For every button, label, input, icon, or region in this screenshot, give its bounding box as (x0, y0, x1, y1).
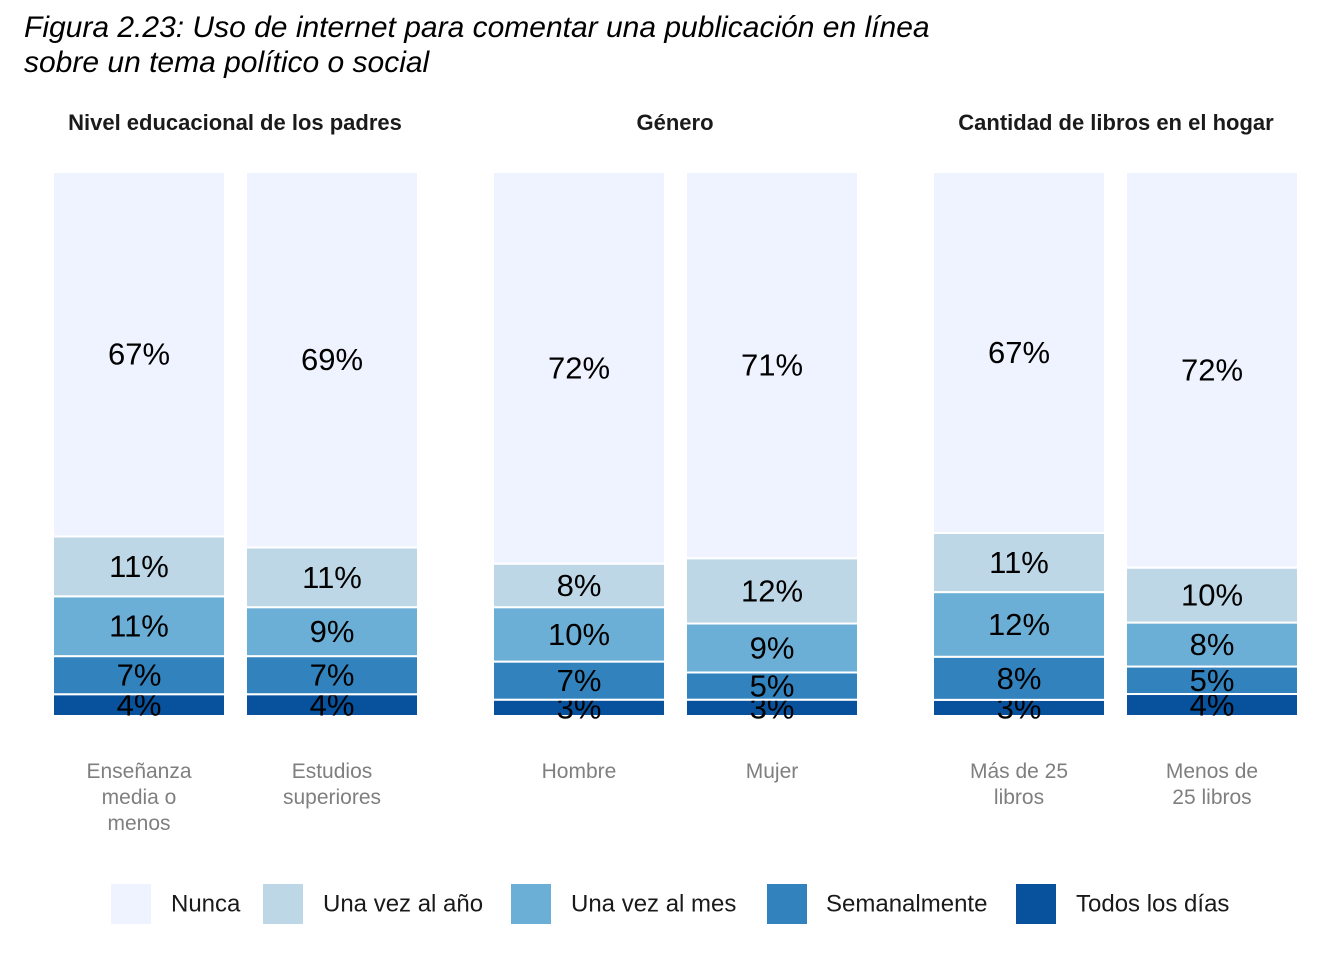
category-label-p2-b1-line1: Hombre (542, 760, 617, 783)
data-label-p3-b1-3: 12% (988, 607, 1050, 642)
bar-segment-p2-b2-2 (685, 671, 859, 701)
legend-label-4: Semanalmente (826, 891, 987, 918)
bar-segment-p3-b2-3 (1125, 621, 1299, 668)
legend-label-1: Nunca (171, 891, 241, 918)
data-label-p2-b2-2: 5% (750, 669, 795, 704)
data-label-p1-b1-2: 7% (117, 658, 162, 693)
legend-label-2: Una vez al año (323, 891, 483, 918)
legend-label-5: Todos los días (1076, 891, 1229, 918)
category-label-p2-b2-line1: Mujer (746, 760, 799, 783)
legend-swatch-4 (767, 884, 807, 924)
chart-title: Figura 2.23: Uso de internet para coment… (24, 10, 930, 80)
data-label-p1-b1-3: 11% (109, 609, 169, 644)
legend-swatch-3 (511, 884, 551, 924)
data-label-p2-b1-3: 10% (548, 617, 610, 652)
data-label-p2-b1-4: 8% (557, 568, 602, 603)
bar-segment-p2-b1-3 (492, 606, 666, 663)
bar-segment-p1-b2-3 (245, 606, 419, 658)
data-label-p3-b1-5: 67% (988, 335, 1050, 370)
category-label-p1-b2-line1: Estudios (292, 760, 373, 783)
bar-segment-p1-b1-2 (52, 655, 226, 696)
bar-segment-p1-b2-2 (245, 655, 419, 696)
panel-title-1: Nivel educacional de los padres (68, 110, 402, 135)
data-label-p3-b2-4: 10% (1181, 578, 1243, 613)
category-label-p3-b2-line1: Menos de (1166, 760, 1258, 783)
legend-swatch-2 (263, 884, 303, 924)
panel-title-2: Género (636, 110, 713, 135)
data-label-p1-b1-4: 11% (109, 549, 169, 584)
bar-segment-p2-b1-5 (492, 171, 666, 565)
bar-segment-p3-b2-5 (1125, 171, 1299, 569)
category-label-p3-b1-line2: libros (994, 786, 1044, 809)
legend-swatch-5 (1016, 884, 1056, 924)
data-label-p1-b2-4: 11% (302, 560, 362, 595)
data-label-p2-b2-5: 71% (741, 348, 803, 383)
data-label-p1-b2-2: 7% (310, 658, 355, 693)
data-label-p1-b1-5: 67% (108, 337, 170, 372)
data-label-p3-b2-3: 8% (1190, 627, 1235, 662)
bar-segment-p3-b1-5 (932, 171, 1106, 534)
category-label-p1-b1-line3: menos (107, 812, 170, 835)
data-label-p3-b1-2: 8% (997, 661, 1042, 696)
bar-segment-p2-b2-3 (685, 622, 859, 674)
category-label-p1-b1-line2: media o (102, 786, 177, 809)
bar-segment-p1-b1-5 (52, 171, 226, 538)
bar-segment-p3-b2-4 (1125, 566, 1299, 624)
data-label-p2-b2-3: 9% (750, 631, 795, 666)
bar-segment-p1-b2-5 (245, 171, 419, 549)
data-label-p3-b1-4: 11% (989, 545, 1049, 580)
legend-swatch-1 (111, 884, 151, 924)
category-label-p1-b2-line2: superiores (283, 786, 381, 809)
bar-segment-p1-b2-4 (245, 546, 419, 609)
bar-segment-p2-b1-2 (492, 660, 666, 701)
bar-segment-p2-b2-5 (685, 171, 859, 560)
chart-title-line-2: sobre un tema político o social (24, 46, 430, 79)
data-label-p3-b2-2: 5% (1190, 663, 1235, 698)
legend-label-3: Una vez al mes (571, 891, 736, 918)
bar-segment-p3-b1-4 (932, 531, 1106, 594)
category-label-p3-b1-line1: Más de 25 (970, 760, 1068, 783)
bar-segment-p3-b1-2 (932, 655, 1106, 701)
bar-segment-p2-b2-4 (685, 557, 859, 625)
data-label-p3-b2-5: 72% (1181, 352, 1243, 387)
data-label-p1-b2-5: 69% (301, 342, 363, 377)
data-label-p1-b2-3: 9% (310, 614, 355, 649)
data-label-p2-b1-5: 72% (548, 350, 610, 385)
category-label-p3-b2-line2: 25 libros (1172, 786, 1251, 809)
chart-title-line-1: Figura 2.23: Uso de internet para coment… (24, 11, 930, 44)
data-label-p2-b1-2: 7% (557, 663, 602, 698)
panel-title-3: Cantidad de libros en el hogar (958, 110, 1274, 135)
category-label-p1-b1-line1: Enseñanza (86, 760, 191, 783)
data-label-p2-b2-4: 12% (741, 573, 803, 608)
